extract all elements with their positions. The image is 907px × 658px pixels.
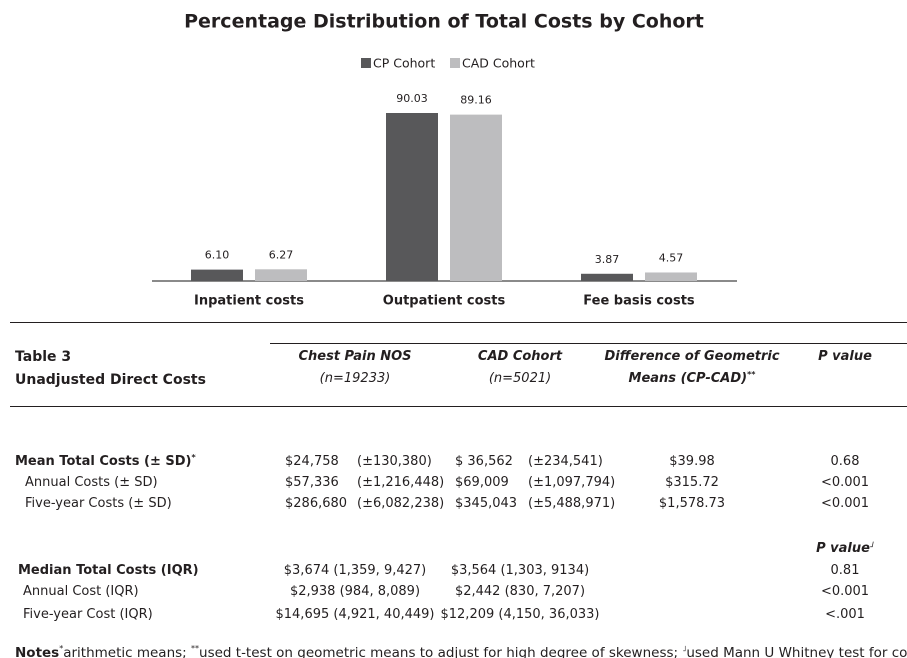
row-label: Five-year Costs (± SD) <box>25 496 172 511</box>
bar <box>645 272 697 281</box>
table-label: Table 3 <box>15 349 72 365</box>
bar <box>450 114 502 281</box>
cell: <.001 <box>825 607 865 622</box>
table-rule <box>10 406 907 407</box>
value-label: 3.87 <box>595 253 620 266</box>
row-label: Five-year Cost (IQR) <box>23 607 153 622</box>
superscript: ˩ <box>869 540 874 549</box>
cell: $2,442 (830, 7,207) <box>454 584 586 599</box>
table-title: Unadjusted Direct Costs <box>15 372 206 388</box>
superscript: ** <box>747 370 756 379</box>
value-label: 6.27 <box>269 248 294 261</box>
cell: (±1,097,794) <box>528 475 616 490</box>
cell: 0.68 <box>830 454 860 469</box>
cell: <0.001 <box>820 496 870 511</box>
cell: <0.001 <box>820 475 870 490</box>
cell: $1,578.73 <box>658 496 726 511</box>
cell: $3,564 (1,303, 9134) <box>450 563 590 578</box>
bar <box>581 273 633 281</box>
notes-text: used t-test on geometric means to adjust… <box>199 645 683 658</box>
x-tick-label: Fee basis costs <box>583 294 695 309</box>
cell: $39.98 <box>669 454 715 469</box>
column-header: Difference of Geometric <box>604 349 780 364</box>
column-header: (n=19233) <box>319 371 391 386</box>
cell: $286,680 <box>285 496 348 511</box>
chart-title: Percentage Distribution of Total Costs b… <box>184 11 704 33</box>
cell: $345,043 <box>455 496 518 511</box>
column-header: (n=5021) <box>488 371 552 386</box>
legend-swatch <box>450 58 460 68</box>
cell: $ 36,562 <box>455 454 513 469</box>
cell: (±1,216,448) <box>357 475 445 490</box>
row-label: Mean Total Costs (± SD)* <box>15 453 196 470</box>
cell: (±234,541) <box>528 454 603 469</box>
p-value-header: P value˩ <box>816 540 874 557</box>
cell: 0.81 <box>830 563 860 578</box>
superscript: ** <box>191 644 200 653</box>
column-header: Chest Pain NOS <box>298 349 412 364</box>
bar <box>255 269 307 281</box>
cell: $315.72 <box>665 475 719 490</box>
legend-label: CAD Cohort <box>462 56 535 71</box>
cell: (±130,380) <box>357 454 432 469</box>
legend-label: CP Cohort <box>373 56 435 71</box>
superscript: ˩ <box>682 644 687 653</box>
column-header: Means (CP-CAD)** <box>628 370 756 387</box>
legend-swatch <box>361 58 371 68</box>
x-tick-label: Inpatient costs <box>194 294 304 309</box>
chart: Percentage Distribution of Total Costs b… <box>152 11 737 309</box>
row-label: Annual Costs (± SD) <box>25 475 158 490</box>
notes-text: used Mann U Whitney test for comparison. <box>686 645 907 658</box>
cell: $3,674 (1,359, 9,427) <box>283 563 427 578</box>
value-label: 6.10 <box>205 249 230 262</box>
cell: $2,938 (984, 8,089) <box>289 584 421 599</box>
column-header: CAD Cohort <box>477 349 563 364</box>
value-label: 89.16 <box>460 94 492 107</box>
cell: $24,758 <box>285 454 339 469</box>
x-tick-label: Outpatient costs <box>383 294 506 309</box>
value-label: 4.57 <box>659 251 684 264</box>
notes: Notes*arithmetic means; **used t-test on… <box>15 645 907 658</box>
superscript: * <box>59 644 64 653</box>
row-label: Annual Cost (IQR) <box>23 584 139 599</box>
value-label: 90.03 <box>396 92 428 105</box>
table-rule <box>10 322 907 323</box>
cell: $69,009 <box>455 475 509 490</box>
superscript: * <box>191 453 196 462</box>
cell: $14,695 (4,921, 40,449) <box>275 607 435 622</box>
cell: (±6,082,238) <box>357 496 445 511</box>
row-label: Median Total Costs (IQR) <box>18 563 199 578</box>
notes-text: arithmetic means; <box>63 645 192 658</box>
cell: <0.001 <box>820 584 870 599</box>
bar <box>386 113 438 281</box>
table-rule <box>270 343 907 344</box>
column-header: P value <box>818 349 872 364</box>
cell: $12,209 (4,150, 36,033) <box>440 607 600 622</box>
cell: $57,336 <box>285 475 339 490</box>
bar <box>191 269 243 281</box>
cell: (±5,488,971) <box>528 496 616 511</box>
notes-label: Notes <box>15 645 60 658</box>
